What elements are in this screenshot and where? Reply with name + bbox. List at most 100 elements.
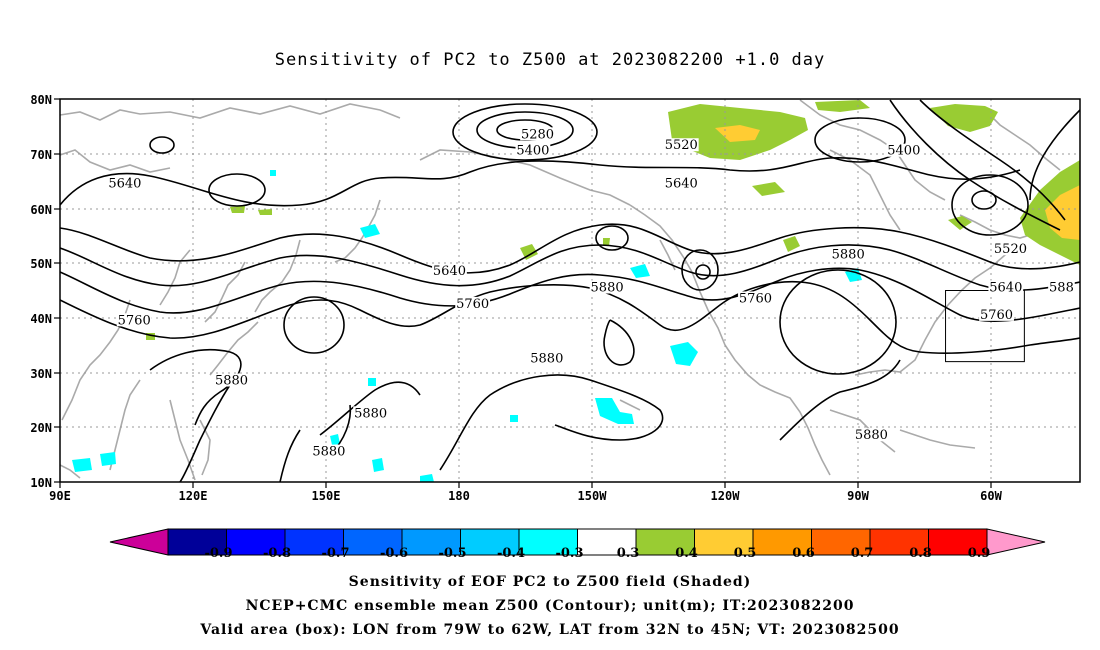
lat-label: 70N [30, 148, 52, 162]
colorbar-label: -0.4 [497, 546, 525, 561]
contour-label: 5280 [521, 127, 554, 142]
colorbar-label: -0.8 [263, 546, 291, 561]
coastlines [60, 99, 1061, 481]
colorbar-label: 0.4 [675, 546, 698, 561]
contour-label: 5760 [456, 297, 489, 312]
map-title: Sensitivity of PC2 to Z500 at 2023082200… [274, 50, 826, 70]
colorbar-label: -0.3 [555, 546, 583, 561]
lon-label: 60W [980, 489, 1002, 503]
contour-label: 5760 [980, 308, 1013, 323]
shade-green [815, 100, 870, 112]
footer-line-1: Sensitivity of EOF PC2 to Z500 field (Sh… [348, 574, 752, 590]
contour-label: 5520 [665, 138, 698, 153]
contour-label: 5880 [530, 352, 563, 367]
contour-label-bg [988, 280, 1024, 294]
shade-yellow [715, 125, 760, 142]
colorbar-swatch [811, 528, 871, 556]
shade-cyan [630, 264, 650, 278]
contour-label: 5880 [591, 281, 624, 296]
contour-label-bg [979, 307, 1014, 321]
colorbar-label: -0.9 [204, 546, 232, 561]
graticule [60, 99, 1080, 482]
shade-cyan [72, 458, 92, 472]
colorbar-label: -0.5 [438, 546, 466, 561]
shade-cyan [368, 378, 376, 386]
contour-label-bg [738, 291, 773, 305]
lon-label: 180 [448, 489, 470, 503]
tick-marks [54, 98, 992, 488]
colorbar-label: 0.8 [909, 546, 932, 561]
lon-label: 120W [711, 489, 741, 503]
lat-label: 80N [30, 93, 52, 107]
shade-green [603, 238, 610, 246]
shade-cyan [100, 452, 116, 466]
contour-label: 5880 [354, 406, 387, 421]
shade-green [752, 182, 785, 196]
colorbar-swatch [577, 528, 637, 556]
contour-label-bg [853, 428, 889, 442]
contour-label-bg [663, 176, 699, 190]
contour-label-bg [663, 138, 699, 152]
shade-green [520, 244, 538, 260]
colorbar-label: 0.6 [792, 546, 815, 561]
shade-cyan [420, 474, 434, 482]
shade-cyan [330, 434, 340, 445]
contour-label: 5880 [832, 248, 865, 263]
contour-label-bg [107, 176, 143, 190]
contour-label: 588 [1049, 281, 1074, 296]
contour-label-bg [214, 373, 249, 387]
contour-labels: 5640 5760 5880 5880 5880 5280 5400 5520 5640 5640… [107, 127, 1075, 460]
contour-label: 5640 [665, 177, 698, 192]
contour-label-bg [311, 444, 347, 458]
footer-line-3: Valid area (box): LON from 79W to 62W, L… [200, 622, 900, 638]
contour-label: 5400 [887, 144, 920, 159]
contour-label: 5760 [118, 313, 151, 328]
footer-line-2: NCEP+CMC ensemble mean Z500 (Contour); u… [245, 598, 855, 614]
longitude-labels: 90E 120E 150E 180 150W 120W 90W 60W [49, 489, 1002, 503]
shade-green [230, 206, 245, 213]
lon-label: 150W [578, 489, 608, 503]
contour-label: 5640 [108, 177, 141, 192]
contour-label-bg [993, 242, 1028, 256]
shade-cyan [360, 224, 380, 238]
colorbar: -0.9 -0.8 -0.7 -0.6 -0.5 -0.4 -0.3 0.3 0.4 0.5 0.6… [109, 528, 1046, 561]
contour-label: 5640 [989, 281, 1022, 296]
colorbar-swatch [869, 528, 929, 556]
lon-label: 90W [847, 489, 869, 503]
contour-label-bg [116, 313, 152, 327]
lat-label: 10N [30, 476, 52, 490]
colorbar-label: -0.6 [380, 546, 408, 561]
shade-cyan [510, 415, 518, 422]
contour-label-bg [353, 406, 389, 420]
lat-label: 40N [30, 312, 52, 326]
contour-label-bg [830, 247, 866, 261]
shade-cyan [270, 170, 276, 176]
colorbar-swatch [518, 528, 578, 556]
contour-label-bg [886, 143, 922, 157]
contour-label-bg [455, 296, 491, 310]
contour-label-bg [432, 264, 467, 278]
map-frame [59, 98, 1081, 483]
shade-cyan [372, 458, 384, 472]
contour-label: 5760 [739, 291, 772, 306]
contour-label: 5520 [994, 242, 1027, 257]
colorbar-swatch [694, 528, 754, 556]
colorbar-swatch [460, 528, 520, 556]
colorbar-low-arrow [109, 528, 169, 556]
contour-label-bg [515, 143, 551, 157]
lat-label: 20N [30, 421, 52, 435]
latitude-labels: 80N 70N 60N 50N 40N 30N 20N 10N [30, 93, 52, 490]
colorbar-swatch [635, 528, 695, 556]
contour-label: 5880 [312, 445, 345, 460]
colorbar-label: 0.7 [851, 546, 874, 561]
contour-label: 5880 [855, 428, 888, 443]
contour-label-bg [529, 351, 565, 365]
contour-label: 5400 [516, 144, 549, 159]
z500-contours [60, 99, 1080, 482]
colorbar-swatch [752, 528, 812, 556]
contour-label: 5640 [433, 264, 466, 279]
shade-cyan [670, 342, 698, 366]
colorbar-label: -0.7 [321, 546, 349, 561]
lon-label: 120E [179, 489, 208, 503]
